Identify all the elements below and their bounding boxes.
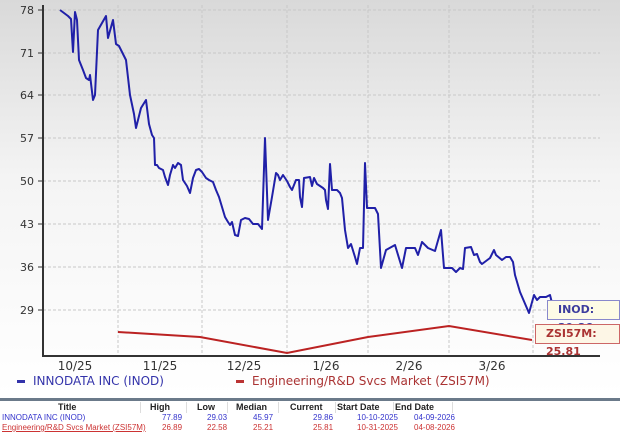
legend-label: Engineering/R&D Svcs Market (ZSI57M) xyxy=(252,374,490,388)
cell-end-date: 04-09-2026 xyxy=(414,413,455,422)
row-title-link[interactable]: Engineering/R&D Svcs Market (ZSI57M) xyxy=(2,423,146,432)
svg-text:36: 36 xyxy=(20,261,34,274)
table-header-row: Title High Low Median Current Start Date… xyxy=(0,402,620,413)
inod-line xyxy=(59,9,553,314)
svg-text:12/25: 12/25 xyxy=(227,359,262,373)
grid-lines xyxy=(43,5,600,356)
cell-high: 77.89 xyxy=(162,413,183,422)
cell-current: 25.81 xyxy=(313,423,334,432)
cell-low: 22.58 xyxy=(207,423,228,432)
svg-text:1/26: 1/26 xyxy=(313,359,340,373)
svg-text:50: 50 xyxy=(20,175,34,188)
cell-median: 25.21 xyxy=(253,423,274,432)
cell-high: 26.89 xyxy=(162,423,183,432)
x-axis: 10/25 11/25 12/25 1/26 2/26 3/26 xyxy=(58,359,506,373)
price-chart: 78 71 64 57 50 43 36 29 10/25 11/25 12/25 1/26 2/26… xyxy=(0,0,620,395)
cell-low: 29.03 xyxy=(207,413,228,422)
table-row: INNODATA INC (INOD) 77.89 29.03 45.97 29… xyxy=(0,413,620,424)
legend-item-inod[interactable]: INNODATA INC (INOD) xyxy=(17,374,164,388)
svg-text:3/26: 3/26 xyxy=(479,359,506,373)
inod-value-callout: INOD: 29.86 xyxy=(547,300,620,334)
legend-dash-icon xyxy=(236,380,244,383)
col-high: High xyxy=(150,402,170,412)
cell-end-date: 04-08-2026 xyxy=(414,423,455,432)
col-end-date: End Date xyxy=(395,402,435,412)
col-low: Low xyxy=(197,402,215,412)
cell-start-date: 10-10-2025 xyxy=(357,413,398,422)
col-title: Title xyxy=(58,402,77,412)
cell-current: 29.86 xyxy=(313,413,334,422)
cell-median: 45.97 xyxy=(253,413,274,422)
svg-text:71: 71 xyxy=(20,47,34,60)
table-header-rule xyxy=(0,398,620,401)
row-title-link[interactable]: INNODATA INC (INOD) xyxy=(2,413,86,422)
svg-text:57: 57 xyxy=(20,132,34,145)
col-current: Current xyxy=(290,402,323,412)
svg-text:2/26: 2/26 xyxy=(396,359,423,373)
svg-text:43: 43 xyxy=(20,218,34,231)
svg-text:29: 29 xyxy=(20,304,34,317)
svg-text:10/25: 10/25 xyxy=(58,359,93,373)
y-axis: 78 71 64 57 50 43 36 29 xyxy=(20,4,43,317)
legend-label: INNODATA INC (INOD) xyxy=(33,374,164,388)
col-start-date: Start Date xyxy=(337,402,380,412)
legend-item-zsi57m[interactable]: Engineering/R&D Svcs Market (ZSI57M) xyxy=(236,374,490,388)
svg-text:64: 64 xyxy=(20,89,34,102)
zsi57m-value-callout: ZSI57M: 25.81 xyxy=(535,324,620,358)
zsi57m-line xyxy=(117,324,533,355)
col-median: Median xyxy=(236,402,268,412)
svg-text:11/25: 11/25 xyxy=(143,359,178,373)
cell-start-date: 10-31-2025 xyxy=(357,423,398,432)
legend-dash-icon xyxy=(17,380,25,383)
svg-text:78: 78 xyxy=(20,4,34,17)
table-row: Engineering/R&D Svcs Market (ZSI57M) 26.… xyxy=(0,423,620,434)
